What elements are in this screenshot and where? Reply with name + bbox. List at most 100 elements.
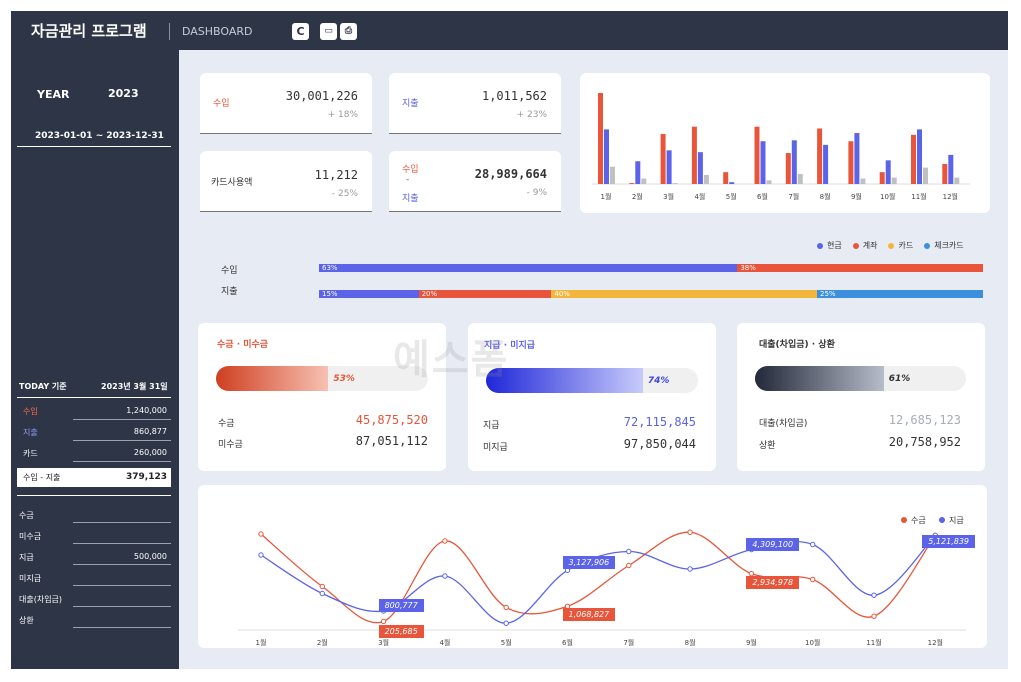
collect-card: 수금 · 미수금 53% 수금 45,875,520 미수금 87,051,11… <box>198 323 446 471</box>
legend-item: 카드 <box>888 241 913 250</box>
data-label: 2,934,978 <box>746 575 800 589</box>
legend-dot <box>901 517 907 523</box>
divider <box>73 522 171 523</box>
print-icon[interactable]: ⎙ <box>340 23 357 40</box>
x-tick-label: 8월 <box>685 638 696 647</box>
pay-gauge-percent: 74% <box>647 376 670 386</box>
dashboard-label: DASHBOARD <box>182 25 253 38</box>
data-point <box>380 618 387 625</box>
bar <box>879 172 885 184</box>
net-card-label-dash: - <box>406 175 410 185</box>
x-tick-label: 4월 <box>439 638 450 647</box>
bar <box>848 141 854 184</box>
legend-label: 현금 <box>827 241 842 250</box>
bar <box>954 177 960 184</box>
stack-segment: 40% <box>551 290 817 298</box>
loan-gauge-percent: 61% <box>888 374 911 384</box>
x-tick-label: 8월 <box>820 192 831 201</box>
net-label: 수입 - 지출 <box>23 473 61 482</box>
data-point <box>626 562 632 569</box>
bar <box>723 172 729 184</box>
stack-segment: 63% <box>319 264 738 272</box>
stack-income-label: 수입 <box>221 266 238 276</box>
card-usage-card: 카드사용액 11,212 - 25% <box>200 151 372 212</box>
x-tick-label: 4월 <box>694 192 705 201</box>
bar <box>854 133 860 184</box>
divider <box>73 543 171 544</box>
data-point <box>319 590 326 597</box>
x-tick-label: 5월 <box>501 638 512 647</box>
bar <box>766 180 772 184</box>
bar <box>610 166 615 184</box>
collect-gauge-percent: 53% <box>333 374 355 384</box>
x-tick-label: 2월 <box>632 192 643 201</box>
bar <box>785 153 791 184</box>
bar <box>754 126 760 184</box>
bar <box>911 134 916 184</box>
top-bar: 자금관리 프로그램 DASHBOARD C ▭ ⎙ <box>11 11 1008 50</box>
data-label: 5,121,839 <box>922 535 976 549</box>
bar <box>697 152 703 184</box>
collect-row1-value: 45,875,520 <box>355 413 428 427</box>
today-item-value: 1,240,000 <box>126 406 167 415</box>
today-label: TODAY 기준 <box>19 382 67 391</box>
divider <box>73 461 171 462</box>
income-label: 수입 <box>213 99 230 109</box>
bar <box>917 129 922 184</box>
year-value[interactable]: 2023 <box>108 87 139 100</box>
collect-row1-label: 수금 <box>218 419 235 429</box>
loan-gauge-fill <box>755 366 884 391</box>
divider <box>73 419 171 420</box>
data-point <box>871 613 877 619</box>
x-tick-label: 10월 <box>805 638 820 647</box>
date-range: 2023-01-01 ~ 2023-12-31 <box>35 131 164 141</box>
data-label: 4,309,100 <box>746 537 800 551</box>
monitor-icon[interactable]: ▭ <box>320 23 337 40</box>
divider <box>73 627 171 628</box>
legend-item: 현금 <box>817 241 842 250</box>
stack-segment: 15% <box>319 290 419 298</box>
x-tick-label: 11월 <box>911 192 926 201</box>
pay-title: 지급 · 미지급 <box>484 341 536 351</box>
legend-item: 체크카드 <box>924 241 964 250</box>
sidebar-item-label: 대출(차입금) <box>19 595 63 604</box>
x-tick-label: 6월 <box>757 192 768 201</box>
collect-gauge-fill <box>216 366 329 391</box>
pay-gauge-fill <box>486 368 643 393</box>
divider <box>17 397 171 398</box>
today-item-label: 수입 <box>23 407 38 416</box>
x-tick-label: 9월 <box>851 192 862 201</box>
bar <box>942 163 948 184</box>
income-value: 30,001,226 <box>285 89 358 103</box>
legend-label: 카드 <box>898 241 914 250</box>
stack-segment: 20% <box>418 290 552 298</box>
x-tick-label: 12월 <box>928 638 943 647</box>
loan-title: 대출(차입금) · 상환 <box>759 340 835 350</box>
data-point <box>687 566 693 572</box>
bar <box>823 144 829 184</box>
line-chart-card: 1월 2월 3월 4월 5월 6월 7월 8월 9월 10월 11월 12월 수금 지급 205,685 8… <box>198 485 987 648</box>
bar <box>860 178 866 184</box>
sidebar-item-label: 지급 <box>19 553 34 562</box>
legend-dot <box>852 242 859 249</box>
legend-item: 계좌 <box>852 241 877 250</box>
monthly-bar-chart-card: 1월 2월 3월 4월 5월 6월 7월 8월 9월 10월 11월 12월 <box>580 73 990 213</box>
divider <box>17 146 171 147</box>
net-card-value: 28,989,664 <box>474 167 547 181</box>
series-line <box>260 531 936 624</box>
bar <box>604 129 609 184</box>
today-date: 2023년 3월 31일 <box>101 382 168 391</box>
app-title: 자금관리 프로그램 <box>31 22 147 40</box>
data-point <box>258 531 264 537</box>
data-point <box>503 620 509 626</box>
net-card-label-bottom: 지출 <box>402 194 419 204</box>
expense-label: 지출 <box>402 99 419 109</box>
sidebar-item-label: 상환 <box>19 616 34 625</box>
divider <box>73 564 171 565</box>
data-label: 205,685 <box>378 625 424 639</box>
bar <box>729 182 735 184</box>
legend-label: 수금 <box>911 516 926 525</box>
expense-stack-bar: 15% 20% 40% 25% <box>319 290 983 298</box>
bar <box>629 183 635 184</box>
refresh-icon[interactable]: C <box>292 23 309 40</box>
